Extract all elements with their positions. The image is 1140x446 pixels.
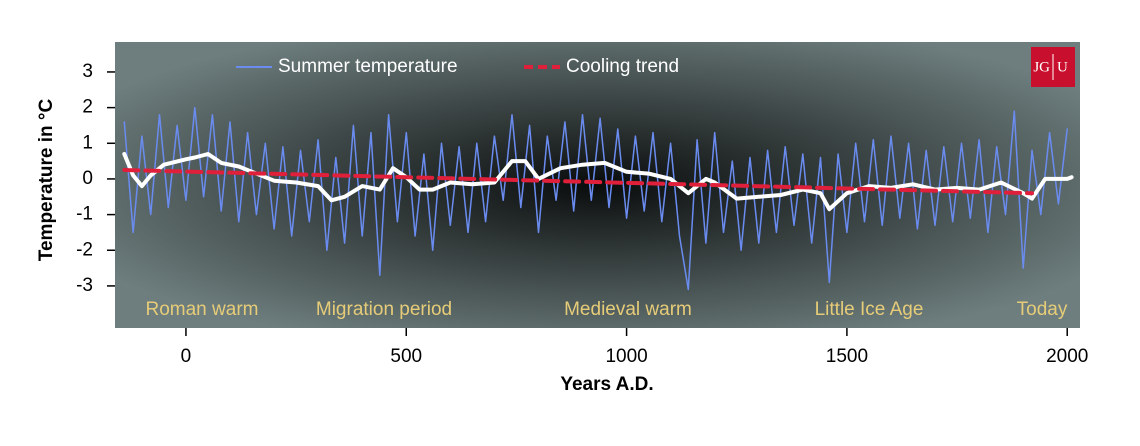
series-line <box>122 152 1074 212</box>
era-label: Today <box>1017 299 1068 320</box>
series-line <box>122 168 1034 196</box>
x-tick-label: 1500 <box>826 346 868 367</box>
plot-layer <box>122 106 1074 291</box>
y-tick-label: -1 <box>76 204 93 225</box>
x-tick-label: 1000 <box>605 346 647 367</box>
x-tick-label: 500 <box>390 346 422 367</box>
era-label: Little Ice Age <box>815 299 924 320</box>
y-tick-label: -2 <box>76 239 93 260</box>
x-axis-label: Years A.D. <box>560 374 653 395</box>
y-tick-label: 0 <box>82 168 93 189</box>
y-axis-label: Temperature in °C <box>36 99 57 262</box>
era-label: Medieval warm <box>564 299 692 320</box>
logo-text: U <box>1057 59 1068 75</box>
x-tick-label: 0 <box>181 346 192 367</box>
y-tick-label: 2 <box>82 97 93 118</box>
y-tick-label: 3 <box>82 61 93 82</box>
y-tick-label: 1 <box>82 132 93 153</box>
era-label: Migration period <box>316 299 452 320</box>
legend-label: Cooling trend <box>566 56 679 77</box>
era-label: Roman warm <box>146 299 259 320</box>
y-tick-label: -3 <box>76 275 93 296</box>
legend-label: Summer temperature <box>278 56 458 77</box>
logo-text: JG <box>1033 59 1050 75</box>
series-line <box>123 106 1068 291</box>
x-tick-label: 2000 <box>1046 346 1088 367</box>
